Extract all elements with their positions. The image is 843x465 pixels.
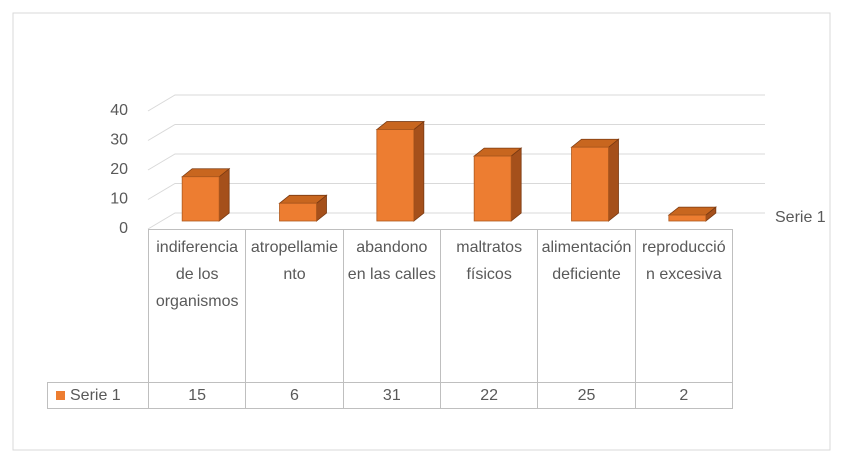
bar — [376, 129, 415, 222]
value-cell: 22 — [440, 382, 539, 409]
value-cell: 31 — [342, 382, 441, 409]
bar — [668, 214, 707, 222]
category-cell: atropellamiento — [245, 229, 344, 383]
grid-line — [147, 153, 765, 171]
value-cell: 6 — [245, 382, 344, 409]
grid-line — [147, 183, 765, 200]
y-tick-label: 40 — [110, 102, 128, 119]
y-tick-label: 30 — [110, 132, 128, 149]
y-tick-label: 10 — [110, 191, 128, 208]
series-axis-label: Serie 1 — [775, 209, 826, 226]
legend-key — [56, 391, 65, 400]
y-tick-label: 20 — [110, 161, 128, 178]
grid-line — [147, 94, 765, 112]
value-cell: 25 — [537, 382, 636, 409]
bar — [279, 202, 317, 222]
category-cell: alimentación deficiente — [537, 229, 636, 383]
grid-line — [147, 212, 765, 230]
legend-cell: Serie 1 — [47, 382, 149, 409]
bar-side — [510, 147, 522, 222]
category-cell: indiferencia de los organismos — [148, 229, 247, 383]
bar — [181, 176, 220, 222]
bar — [473, 155, 512, 222]
grid-line — [147, 124, 765, 141]
category-cell: maltratos físicos — [440, 229, 539, 383]
category-cell: reproducción excesiva — [634, 229, 733, 383]
bar — [571, 146, 609, 222]
chart-border — [12, 12, 831, 451]
bar-side — [413, 120, 425, 222]
category-cell: abandono en las calles — [342, 229, 441, 383]
value-cell: 15 — [148, 382, 247, 409]
bar-side — [218, 167, 230, 222]
bar-side — [608, 138, 619, 222]
y-tick-label: 0 — [119, 220, 128, 237]
value-cell: 2 — [634, 382, 733, 409]
